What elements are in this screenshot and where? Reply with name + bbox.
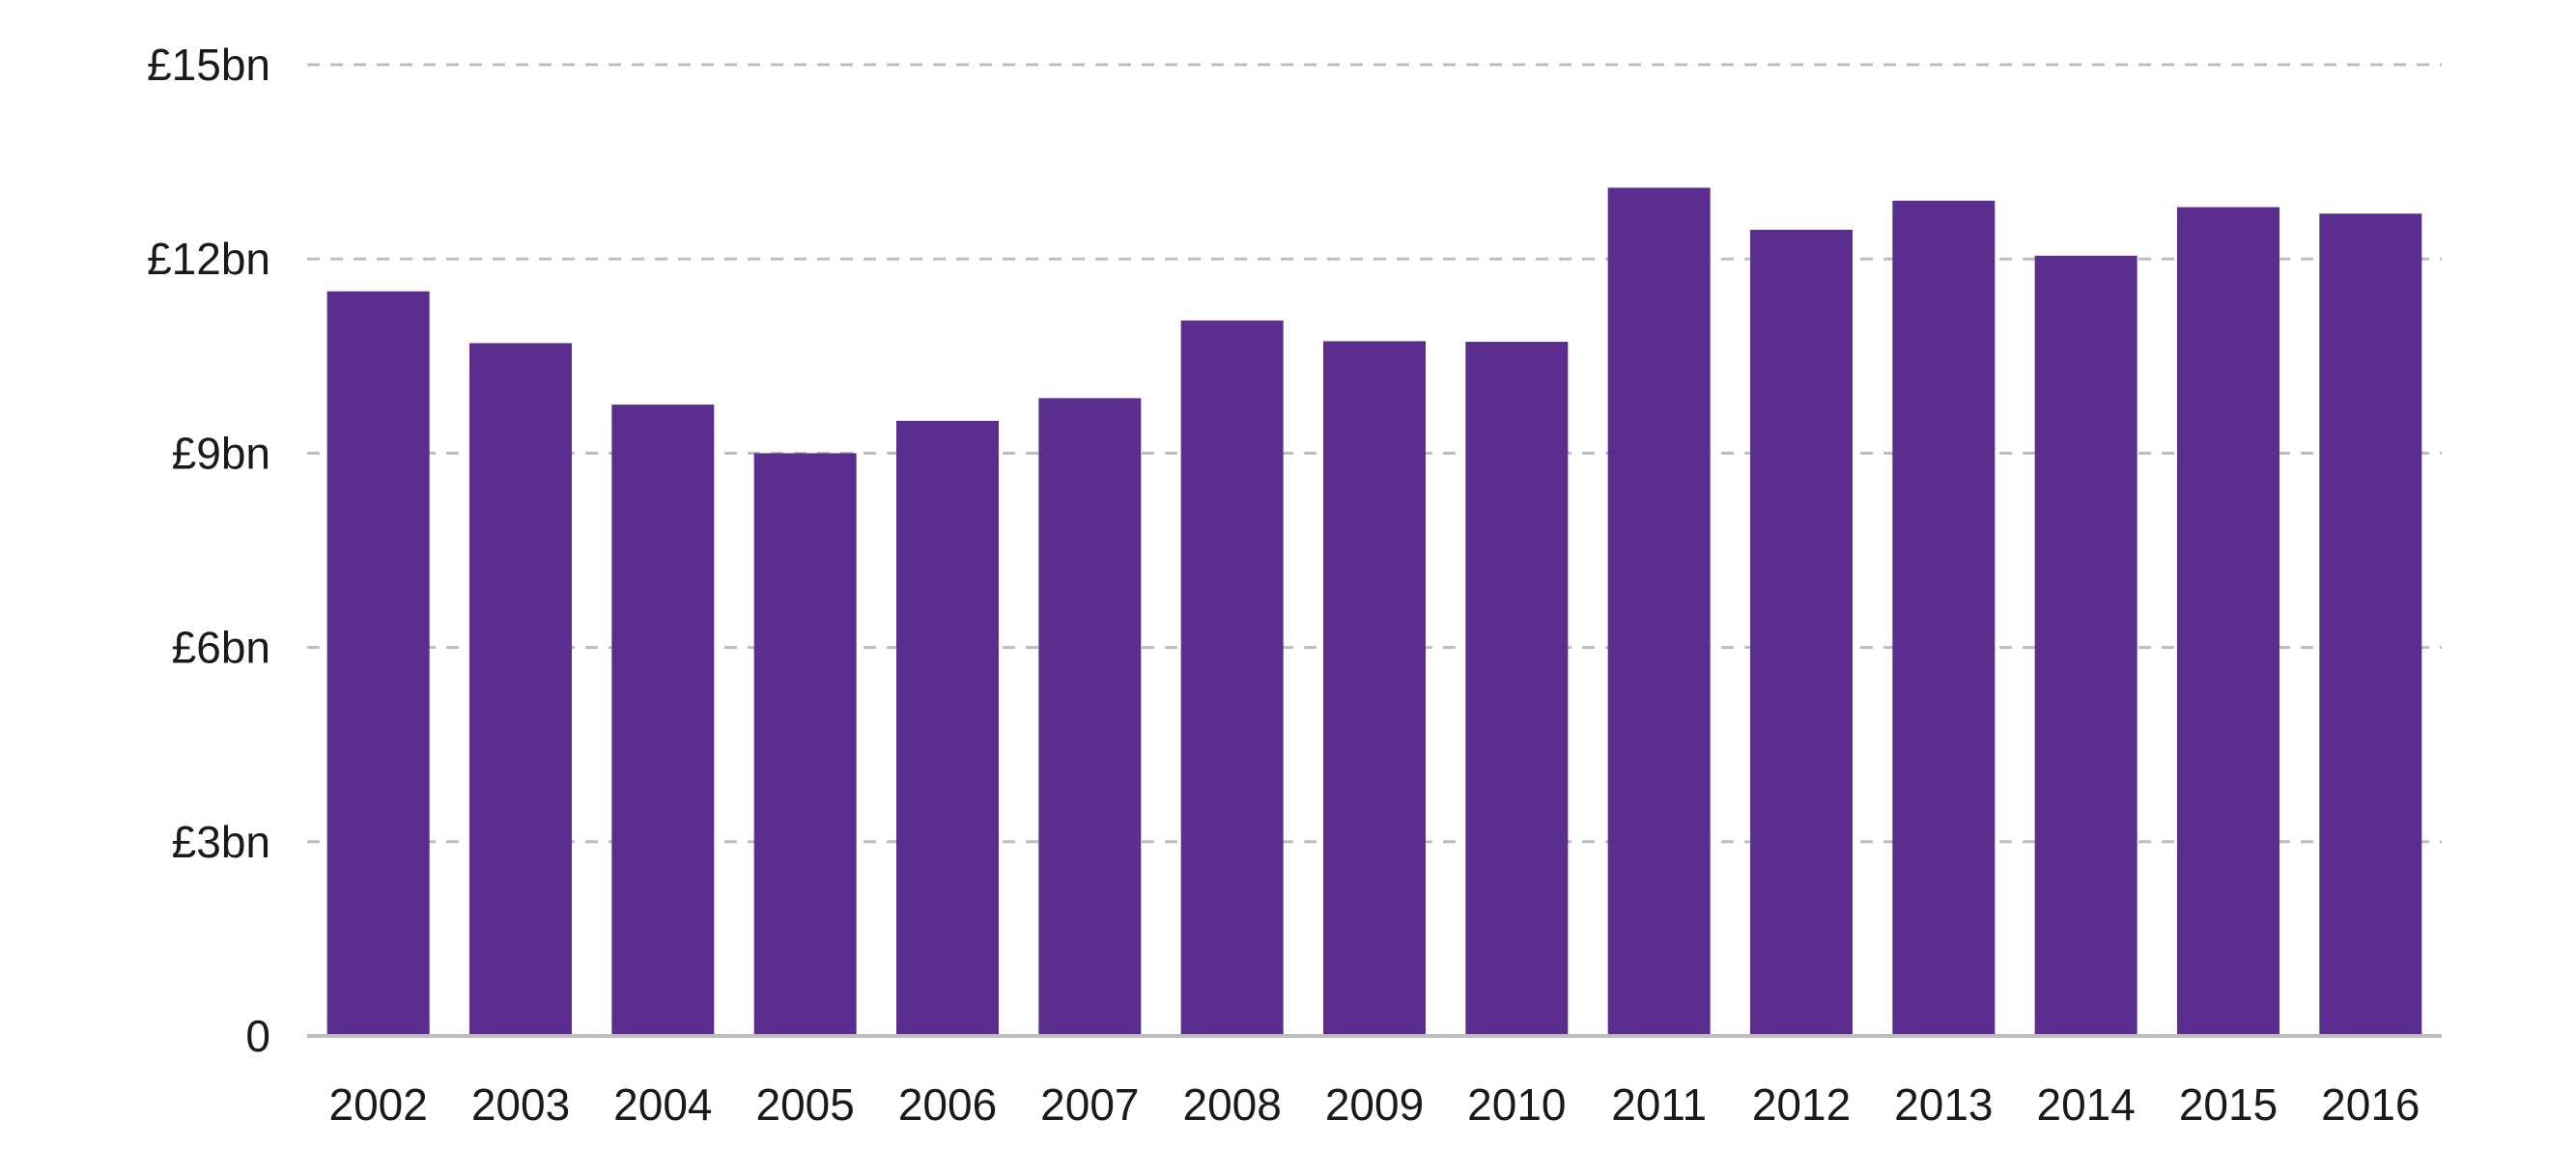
bar-2004: [611, 405, 715, 1037]
bar-2007: [1038, 398, 1142, 1037]
bar-2005: [753, 453, 857, 1036]
x-tick-label: 2008: [1182, 1079, 1281, 1130]
bar-2003: [469, 343, 572, 1036]
bar-2014: [2034, 255, 2137, 1036]
x-tick-label: 2010: [1467, 1079, 1566, 1130]
x-tick-label: 2011: [1611, 1079, 1707, 1130]
y-tick-label: £15bn: [147, 40, 270, 90]
bars: [326, 187, 2422, 1037]
bar-2016: [2319, 213, 2422, 1037]
bar-2009: [1323, 341, 1426, 1037]
x-tick-label: 2002: [328, 1079, 427, 1130]
x-tick-label: 2012: [1752, 1079, 1851, 1130]
x-tick-label: 2007: [1040, 1079, 1139, 1130]
bar-2012: [1750, 230, 1853, 1036]
y-tick-label: £3bn: [172, 817, 270, 867]
x-tick-label: 2004: [613, 1079, 712, 1130]
bar-2013: [1892, 200, 1996, 1037]
x-tick-label: 2005: [755, 1079, 854, 1130]
x-tick-label: 2014: [2036, 1079, 2135, 1130]
y-tick-label: £9bn: [172, 428, 270, 478]
x-tick-label: 2016: [2321, 1079, 2420, 1130]
x-tick-labels: 2002 2003 2004 2005 2006 2007 2008 2009 2010 2011…: [328, 1079, 2420, 1130]
y-tick-label: 0: [245, 1011, 270, 1061]
bar-2002: [326, 291, 430, 1036]
x-tick-label: 2006: [898, 1079, 997, 1130]
x-tick-label: 2013: [1894, 1079, 1993, 1130]
y-tick-label: £6bn: [172, 623, 270, 673]
y-tick-label: £12bn: [147, 234, 270, 284]
x-tick-label: 2003: [471, 1079, 570, 1130]
bar-2008: [1180, 320, 1284, 1036]
x-tick-label: 2009: [1325, 1079, 1424, 1130]
bar-2011: [1607, 187, 1711, 1037]
bar-2006: [896, 420, 999, 1036]
bar-2010: [1465, 342, 1569, 1037]
y-tick-labels: 0 £3bn £6bn £9bn £12bn £15bn: [147, 40, 270, 1061]
x-tick-label: 2015: [2179, 1079, 2278, 1130]
bar-2015: [2177, 207, 2279, 1037]
